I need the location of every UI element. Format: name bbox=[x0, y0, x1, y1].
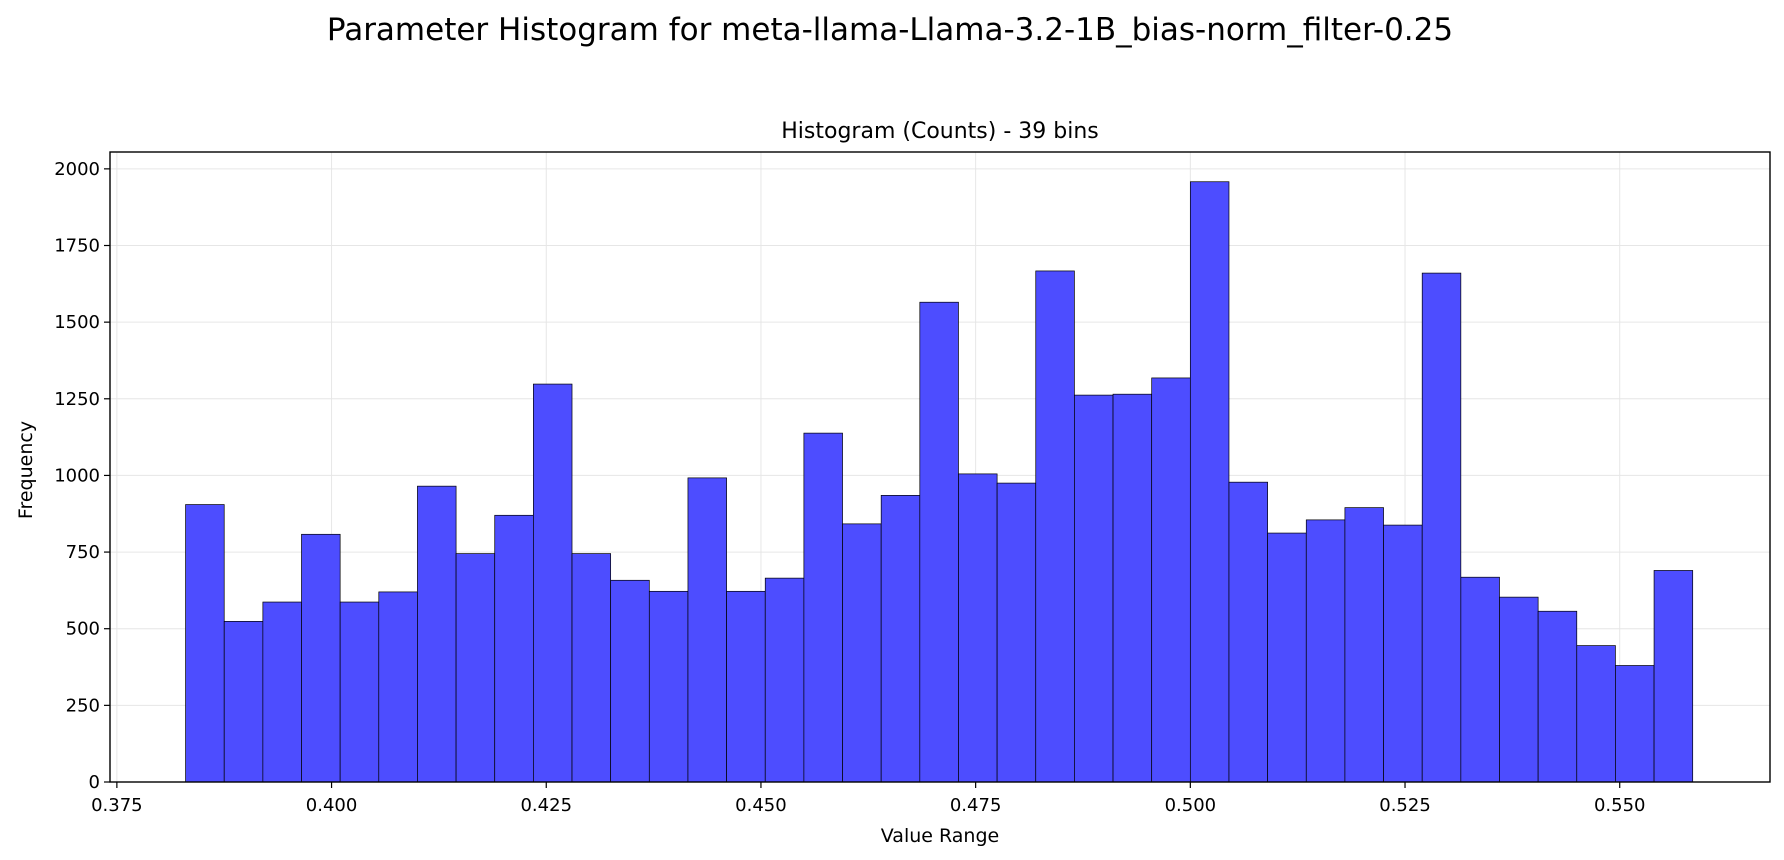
histogram-bar bbox=[1537, 610, 1578, 783]
histogram-bar bbox=[571, 553, 612, 783]
histogram-bar bbox=[1074, 394, 1114, 783]
histogram-bar bbox=[648, 590, 689, 783]
histogram-bar bbox=[1112, 393, 1153, 783]
x-tick-label: 0.525 bbox=[1379, 795, 1431, 816]
histogram-bar bbox=[185, 504, 225, 783]
histogram-bar bbox=[726, 590, 766, 783]
x-tick-label: 0.475 bbox=[950, 795, 1002, 816]
histogram-bar bbox=[880, 495, 921, 783]
y-tick-label: 750 bbox=[66, 542, 100, 563]
plot-frame bbox=[109, 151, 1771, 783]
x-axis-label: Value Range bbox=[881, 825, 999, 847]
x-tick-label: 0.450 bbox=[735, 795, 787, 816]
x-tick-label: 0.400 bbox=[306, 795, 358, 816]
histogram-bar bbox=[687, 477, 727, 783]
histogram-bar bbox=[958, 473, 998, 783]
histogram-bar bbox=[1151, 377, 1191, 783]
histogram-bar bbox=[223, 621, 264, 783]
y-tick-label: 1000 bbox=[54, 465, 100, 486]
histogram-bars bbox=[185, 181, 1694, 783]
histogram-bar bbox=[1267, 532, 1307, 783]
histogram-bar bbox=[1189, 181, 1230, 783]
y-tick-label: 1250 bbox=[54, 389, 100, 410]
histogram-bar bbox=[339, 601, 380, 783]
y-axis-ticks: 0 250 500 750 1000 1250 1500 1750 2000 bbox=[54, 159, 110, 793]
histogram-bar bbox=[764, 577, 805, 783]
x-tick-label: 0.425 bbox=[520, 795, 572, 816]
histogram-bar bbox=[533, 383, 573, 783]
histogram-bar bbox=[1035, 270, 1075, 783]
y-tick-label: 1750 bbox=[54, 236, 100, 257]
x-tick-label: 0.375 bbox=[91, 795, 143, 816]
histogram-bar bbox=[1228, 481, 1268, 783]
histogram-bar bbox=[610, 579, 650, 783]
x-axis-ticks: 0.375 0.400 0.425 0.450 0.475 0.500 0.525 0.550 bbox=[91, 782, 1645, 816]
histogram-bar bbox=[1305, 519, 1346, 783]
x-tick-label: 0.550 bbox=[1594, 795, 1646, 816]
histogram-bar bbox=[842, 523, 882, 783]
histogram-bar bbox=[1421, 272, 1462, 783]
y-tick-label: 500 bbox=[66, 619, 100, 640]
y-tick-label: 1500 bbox=[54, 312, 100, 333]
histogram-bar bbox=[1499, 596, 1539, 783]
histogram-bar bbox=[996, 482, 1037, 783]
histogram-bar bbox=[1383, 524, 1423, 783]
figure-suptitle: Parameter Histogram for meta-llama-Llama… bbox=[327, 12, 1453, 48]
histogram-bar bbox=[1615, 665, 1655, 783]
histogram-bar bbox=[1653, 570, 1694, 783]
y-tick-label: 250 bbox=[66, 695, 100, 716]
histogram-bar bbox=[494, 514, 534, 783]
chart-title: Histogram (Counts) - 39 bins bbox=[781, 119, 1098, 144]
histogram-bar bbox=[803, 432, 843, 783]
histogram-bar bbox=[301, 533, 341, 783]
histogram-bar bbox=[1460, 576, 1500, 783]
histogram-bar bbox=[1576, 645, 1616, 783]
histogram-bar bbox=[262, 601, 302, 783]
histogram-bar bbox=[1344, 507, 1384, 783]
y-axis-label: Frequency bbox=[15, 421, 37, 519]
histogram-bar bbox=[417, 485, 457, 783]
histogram-bar bbox=[919, 301, 959, 783]
histogram-bar bbox=[455, 553, 496, 783]
histogram-bar bbox=[378, 591, 418, 783]
y-tick-label: 2000 bbox=[54, 159, 100, 180]
x-tick-label: 0.500 bbox=[1165, 795, 1217, 816]
y-tick-label: 0 bbox=[89, 772, 100, 793]
